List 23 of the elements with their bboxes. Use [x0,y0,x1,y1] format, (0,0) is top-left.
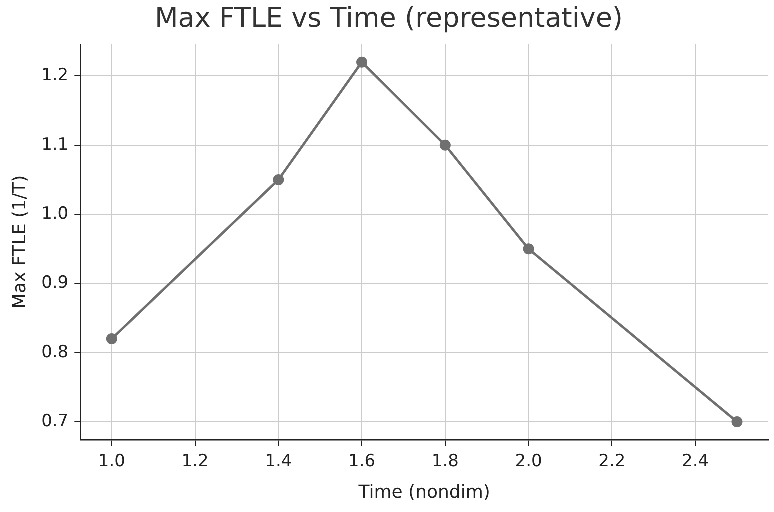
y-tick-label: 0.8 [42,342,69,362]
point [106,334,118,345]
y-tick-label: 1.1 [42,134,69,155]
point [356,56,368,68]
x-tick-label: 1.8 [432,452,459,472]
x-tick-label: 2.0 [515,452,542,472]
x-tick-label: 1.0 [98,452,126,472]
x-tick-label: 1.6 [348,452,376,472]
point [523,244,534,255]
x-tick-label: 1.2 [182,452,209,472]
y-tick-label: 1.0 [42,204,69,224]
point [732,416,743,428]
point [440,140,451,151]
x-tick-label: 2.4 [682,452,710,472]
y-tick-label: 0.9 [42,273,69,294]
x-tick-label: 2.2 [598,452,626,472]
y-axis-title: Max FTLE (1/T) [9,175,30,310]
x-tick-label: 1.4 [265,452,292,472]
y-tick-label: 0.7 [42,411,69,432]
x-axis-title: Time (nondim) [358,482,490,503]
chart-title: Max FTLE vs Time (representative) [155,3,623,34]
y-tick-label: 1.2 [42,66,69,86]
point [273,174,284,186]
